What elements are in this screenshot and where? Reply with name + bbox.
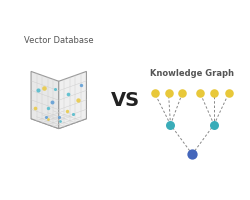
Point [227, 91, 231, 95]
Point [42, 86, 46, 89]
Polygon shape [31, 71, 59, 129]
Point [66, 93, 70, 96]
Text: Vector Database: Vector Database [24, 36, 94, 45]
Point [212, 91, 216, 95]
Point [46, 117, 50, 120]
Point [52, 88, 56, 91]
Text: VS: VS [110, 90, 140, 110]
Point [58, 120, 62, 123]
Point [212, 123, 216, 126]
Point [36, 89, 40, 92]
Point [46, 106, 50, 110]
Point [79, 84, 83, 87]
Point [153, 91, 157, 95]
Point [33, 107, 37, 110]
Point [180, 91, 184, 95]
Point [190, 153, 194, 156]
Point [166, 91, 170, 95]
Text: Knowledge Graph: Knowledge Graph [150, 69, 234, 78]
Point [44, 115, 48, 119]
Point [57, 115, 61, 118]
Polygon shape [31, 109, 86, 129]
Point [50, 101, 54, 104]
Point [65, 110, 69, 113]
Polygon shape [59, 71, 86, 129]
Point [198, 91, 202, 95]
Point [168, 123, 172, 126]
Point [70, 113, 74, 116]
Point [76, 99, 80, 102]
